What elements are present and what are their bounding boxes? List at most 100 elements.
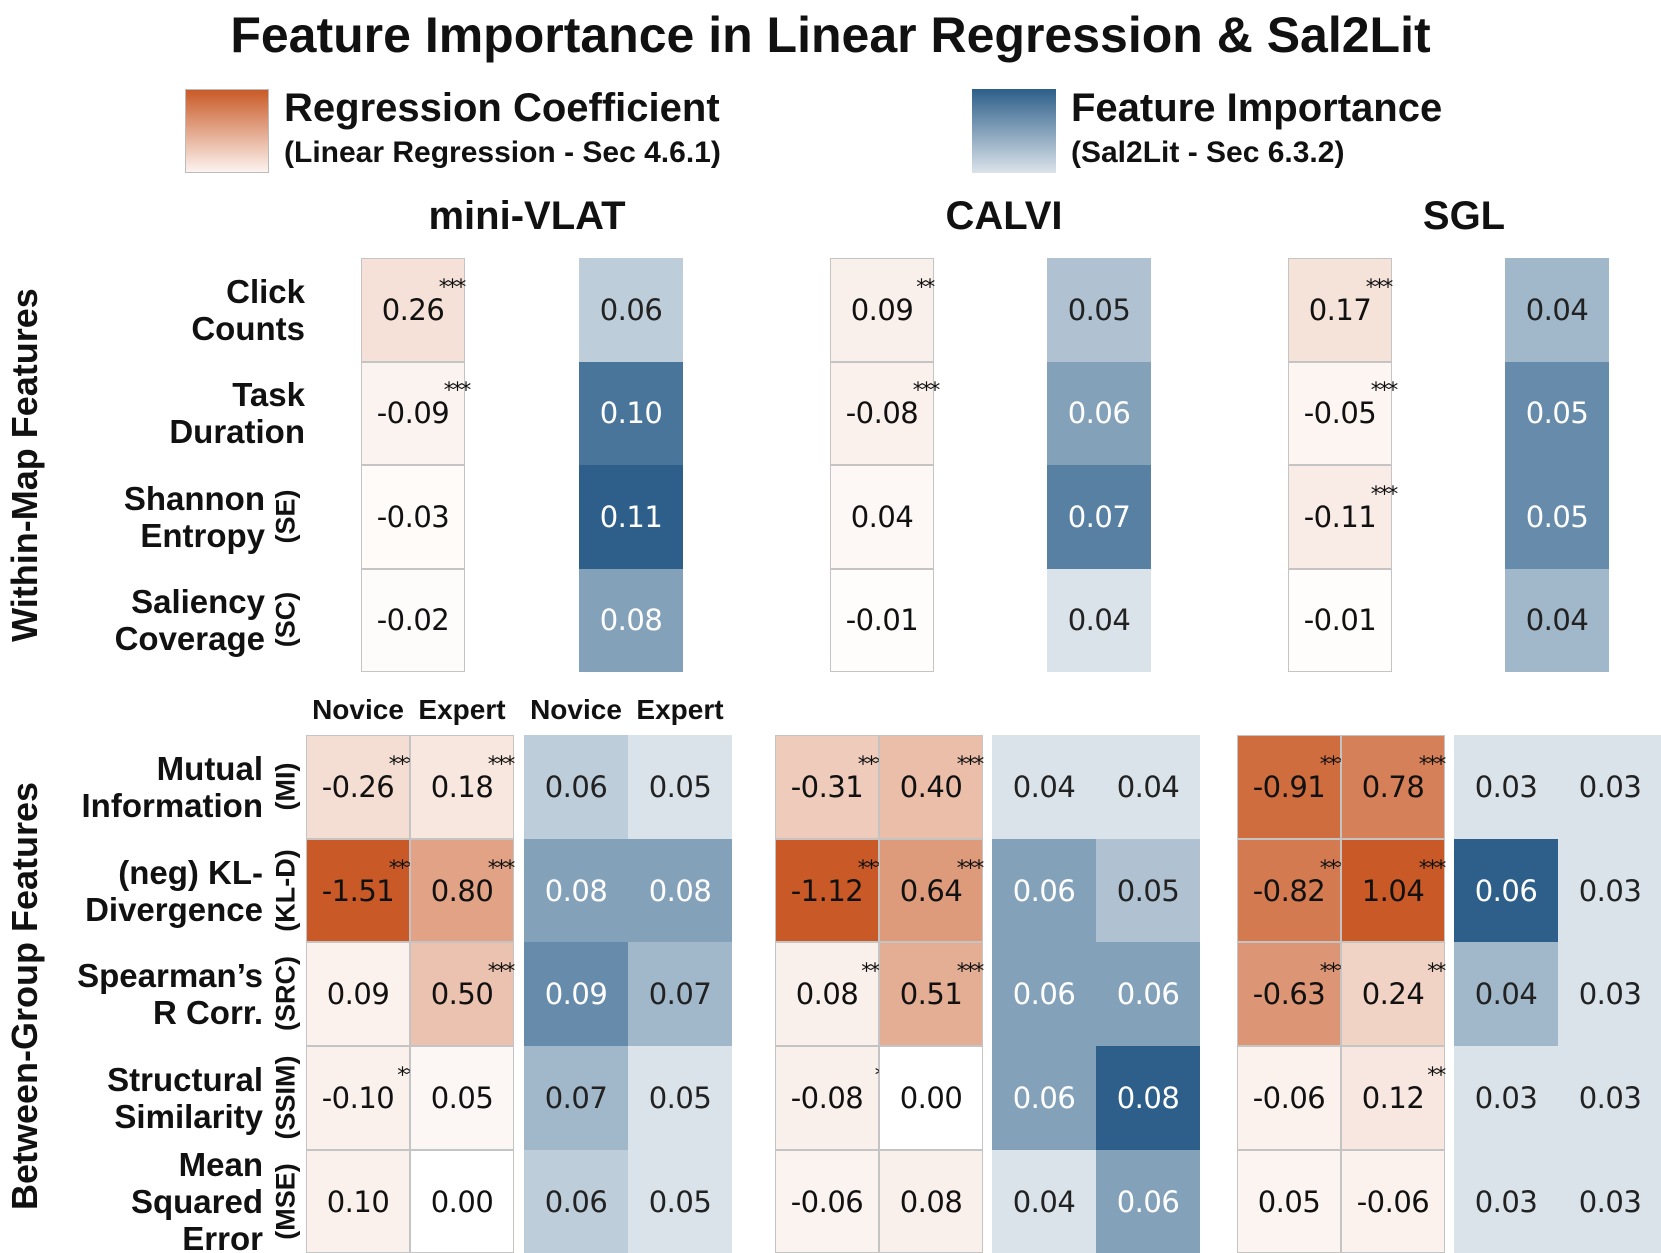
coefficient-cell: -0.03 [361,465,465,569]
coefficient-cell: 0.12 ** [1341,1046,1446,1150]
cell-value: 0.10 [600,396,663,430]
importance-cell: 0.06 [992,942,1096,1047]
coefficient-cell: -0.08* [775,1046,885,1150]
significance-stars: *** [487,959,515,984]
importance-cell: 0.07 [524,1046,628,1150]
cell-value: 0.07 [649,977,712,1011]
coefficient-cell: -0.05 *** [1288,361,1398,465]
cell-value: 0.09 [327,977,390,1011]
cell-value-text: 0.04 [1525,603,1589,638]
importance-cell: 0.03 [1558,838,1661,943]
cell-value-text: 0.03 [1578,977,1642,1012]
cell-value: -0.02 [377,603,450,637]
cell-value-text: 0.08 [648,873,712,908]
dataset-title: CALVI [945,194,1063,238]
cell-value: 0.06 [1013,1081,1076,1115]
cell-value: 0.78 *** [1362,752,1447,804]
cell-value-text: -0.26 [321,769,395,804]
cell-value-text: 0.09 [544,977,608,1012]
importance-cell: 0.04 [1505,258,1609,362]
coefficient-cell: 0.05 [410,1046,514,1150]
legend-swatch-importance [972,89,1056,173]
cell-value: -0.11 *** [1304,482,1399,534]
cell-value: 0.51 *** [900,959,985,1011]
cell-value: 0.07 [545,1081,608,1115]
cell-value-text: -0.31 [790,769,864,804]
cell-value: -0.10 ** [322,1063,417,1115]
cell-value-text: -0.06 [1356,1184,1430,1219]
cell-value: 0.04 [851,500,914,534]
importance-cell: 0.03 [1454,735,1558,839]
row-abbr-between_rows-4: (MSE) [270,1162,301,1240]
cell-value-text: 0.03 [1474,769,1538,804]
cell-value: 0.04 [1068,603,1131,637]
importance-cell: 0.06 [579,258,683,362]
cell-value: 0.06 [600,293,663,327]
cell-value-text: 0.04 [1012,769,1076,804]
cell-value: 0.03 [1475,1081,1538,1115]
row-abbr-within_rows-2: (SE) [270,489,301,544]
cell-value-text: 0.03 [1578,1080,1642,1115]
cell-value-text: 0.11 [599,499,663,534]
cell-value: 0.18 *** [431,752,516,804]
cell-value-text: 0.04 [1525,292,1589,327]
importance-cell: 0.11 [579,465,683,569]
row-abbr-between_rows-1: (KL-D) [270,848,301,932]
cell-value: 0.05 [649,770,712,804]
significance-stars: *** [438,274,466,299]
cell-value-text: 0.05 [1525,499,1589,534]
row-label-line: R Corr. [152,994,263,1032]
coefficient-cell: -1.51 *** [306,838,416,943]
cell-value: -0.06 [791,1185,864,1219]
importance-cell: 0.06 [992,838,1096,943]
cell-value: 0.05 [649,1185,712,1219]
cell-value-text: -0.01 [1303,603,1377,638]
cell-value: -0.06 [1357,1185,1430,1219]
cell-value-text: -0.01 [845,603,919,638]
cell-value: 0.04 [1475,977,1538,1011]
cell-value-text: 0.00 [430,1184,494,1219]
importance-cell: 0.07 [628,942,732,1047]
row-label-line: Mutual [156,749,263,787]
cell-value-text: -1.12 [790,873,864,908]
cell-value-text: 0.07 [1067,499,1131,534]
cell-value-text: 0.08 [599,603,663,638]
significance-stars: *** [487,855,515,880]
importance-cell: 0.06 [1454,838,1558,943]
cell-value-text: 0.05 [1525,396,1589,431]
cell-value-text: 0.10 [326,1184,390,1219]
coefficient-cell: -0.31 *** [775,735,885,839]
cell-value: -0.08 *** [846,378,941,430]
row-label-line: Task [232,376,305,414]
importance-cell: 0.04 [1505,568,1609,672]
coefficient-cell: -0.01 [1288,568,1392,672]
cell-value-text: -0.05 [1303,396,1377,431]
row-label-line: Saliency [131,583,265,621]
coefficient-cell: -0.06 [775,1149,879,1253]
cell-value-text: 0.08 [795,977,859,1012]
importance-cell: 0.05 [1505,465,1609,569]
coefficient-cell: 0.50 *** [410,942,515,1047]
cell-value: 0.06 [1475,874,1538,908]
cell-value-text: 0.06 [1067,396,1131,431]
coefficient-cell: -0.01 [830,568,934,672]
cell-value: 0.08 [1117,1081,1180,1115]
importance-cell: 0.04 [1096,735,1200,839]
cell-value-text: 0.05 [648,1080,712,1115]
cell-value: 0.03 [1579,1081,1642,1115]
coefficient-cell: 0.08 ** [775,942,880,1047]
cell-value: 0.05 [1258,1185,1321,1219]
cell-value-text: 0.06 [1012,977,1076,1012]
cell-value: 0.06 [545,1185,608,1219]
row-label-line: Entropy [140,516,265,554]
importance-cell: 0.06 [992,1046,1096,1150]
cell-value: 0.06 [545,770,608,804]
cell-value: 1.04 *** [1362,856,1447,908]
cell-value-text: 0.06 [544,1184,608,1219]
importance-cell: 0.04 [1047,568,1151,672]
significance-stars: *** [956,855,984,880]
dataset-title: SGL [1422,194,1506,238]
importance-cell: 0.03 [1454,1149,1558,1253]
coefficient-cell: 0.24 ** [1341,942,1446,1047]
coefficient-cell: 0.51 *** [879,942,985,1047]
